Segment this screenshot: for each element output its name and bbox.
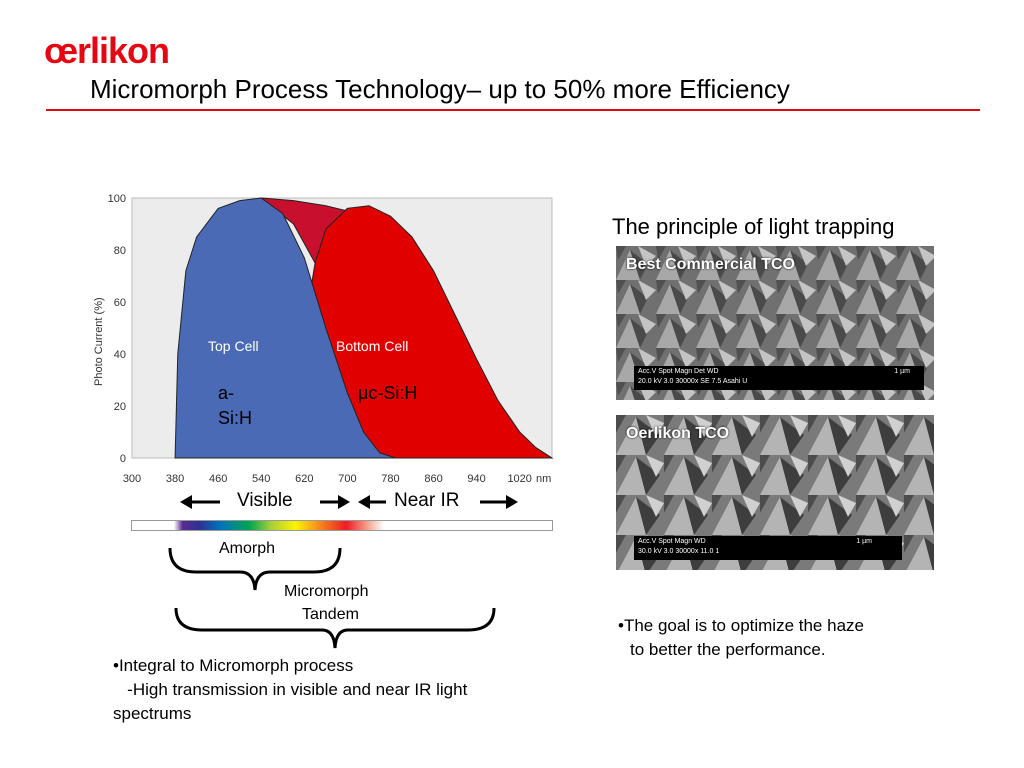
oerlikon-logo: œrlikon <box>44 30 170 71</box>
x-tick-label: 540 <box>252 473 270 485</box>
photo2-scale-unit: 1 µm <box>856 538 872 545</box>
x-tick-label: 460 <box>209 473 227 485</box>
haze-bullet-line1: •The goal is to optimize the haze <box>618 616 864 635</box>
photo2-scale-line2: 30.0 kV 3.0 30000x 11.0 1 <box>638 548 720 555</box>
y-tick-label: 20 <box>114 401 126 413</box>
x-tick-label: 380 <box>166 473 184 485</box>
light-trapping-heading: The principle of light trapping <box>612 214 895 239</box>
arrow-right-icon <box>480 495 518 509</box>
micromorph-brace <box>174 607 496 649</box>
haze-bullet-line2: to better the performance. <box>630 640 826 659</box>
arrow-left-icon <box>358 495 386 509</box>
x-tick-label: 620 <box>295 473 313 485</box>
color-spectrum-bar <box>131 520 553 531</box>
x-tick-label: 860 <box>424 473 442 485</box>
bullet-transmission: -High transmission in visible and near I… <box>113 680 468 699</box>
x-tick-label: 780 <box>381 473 399 485</box>
bullet-integral: •Integral to Micromorph process <box>113 656 354 675</box>
x-tick-label: 700 <box>338 473 356 485</box>
slide-title: Micromorph Process Technology– up to 50%… <box>90 74 790 104</box>
near-ir-label: Near IR <box>394 490 460 511</box>
photo1-scale-line1: Acc.V Spot Magn Det WD <box>638 368 719 375</box>
micromorph-label-line1: Micromorph <box>284 583 369 600</box>
photo2-scale-line1: Acc.V Spot Magn WD <box>638 538 706 545</box>
bottom-cell-area <box>303 205 554 459</box>
y-tick-label: 80 <box>114 245 126 257</box>
amorph-brace <box>168 547 342 591</box>
bottom-cell-label: Bottom Cell <box>336 338 408 354</box>
photo1-label: Best Commercial TCO <box>626 256 795 273</box>
visible-label: Visible <box>237 490 293 511</box>
y-tick-label: 0 <box>120 453 126 465</box>
y-tick-label: 60 <box>114 297 126 309</box>
photo2-scale-bar: Acc.V Spot Magn WD 30.0 kV 3.0 30000x 11… <box>634 536 902 560</box>
sem-photo-commercial-tco: Best Commercial TCO Acc.V Spot Magn Det … <box>616 246 934 400</box>
bottom-material-label: μc-Si:H <box>358 383 417 403</box>
wavelength-arrows <box>180 495 518 509</box>
arrow-right-icon <box>320 495 350 509</box>
y-tick-label: 40 <box>114 349 126 361</box>
photo1-scale-line2: 20.0 kV 3.0 30000x SE 7.5 Asahi U <box>638 378 748 385</box>
sem-photo-oerlikon-tco: Oerlikon TCO Acc.V Spot Magn WD 30.0 kV … <box>616 415 934 570</box>
bullet-spectrums: spectrums <box>113 704 192 723</box>
y-axis-label: Photo Current (%) <box>93 297 105 386</box>
photo1-scale-unit: 1 µm <box>894 368 910 375</box>
title-divider <box>46 109 980 111</box>
photo2-label: Oerlikon TCO <box>626 425 730 442</box>
top-material-line1: a- <box>218 383 234 403</box>
photocurrent-chart: 0 20 40 60 80 100 300 380 460 540 620 700 780 860 940… <box>93 193 554 485</box>
top-cell-area <box>174 197 396 459</box>
x-tick-label: 1020 <box>507 473 531 485</box>
top-material-line2: Si:H <box>218 408 252 428</box>
arrow-left-icon <box>180 495 220 509</box>
micromorph-label-line2: Tandem <box>302 606 359 623</box>
x-unit-label: nm <box>536 473 551 485</box>
x-tick-label: 300 <box>123 473 141 485</box>
amorph-label: Amorph <box>219 540 276 557</box>
top-cell-label: Top Cell <box>208 338 259 354</box>
photo1-scale-bar: Acc.V Spot Magn Det WD 20.0 kV 3.0 30000… <box>634 366 924 390</box>
x-tick-label: 940 <box>467 473 485 485</box>
y-tick-label: 100 <box>108 193 126 205</box>
